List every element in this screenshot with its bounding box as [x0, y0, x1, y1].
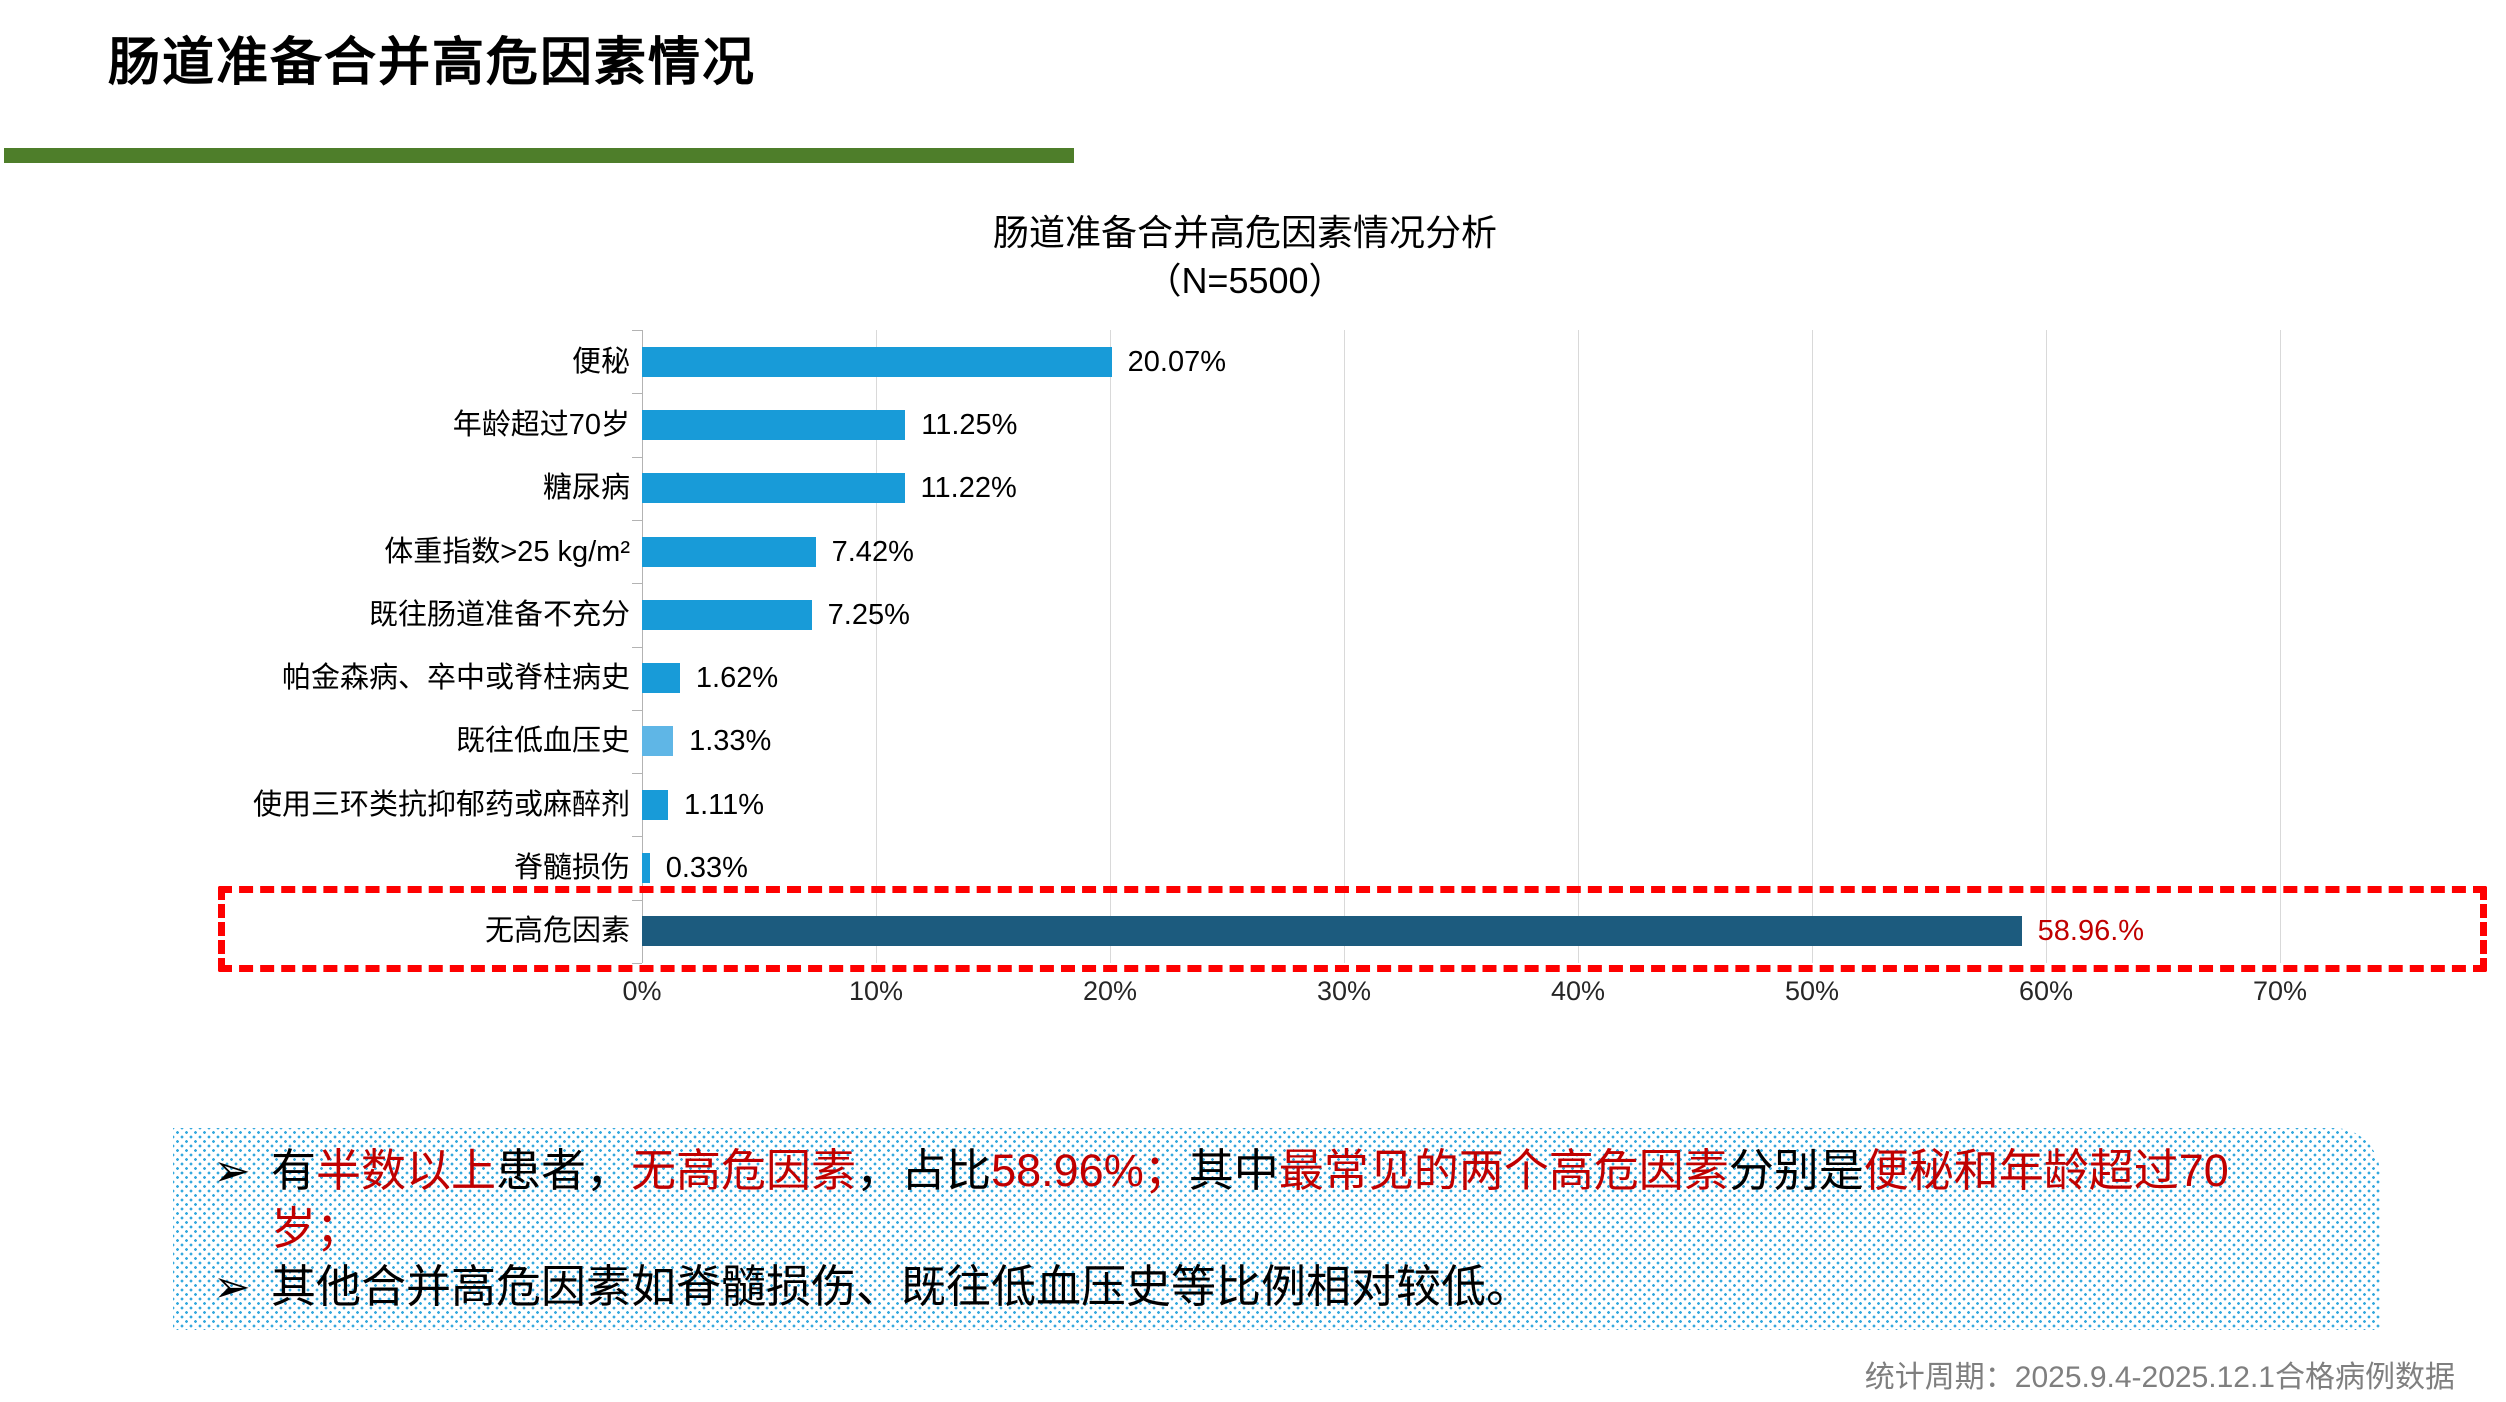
- chart-sample-size: （N=5500）: [1145, 260, 1345, 301]
- bullet-item: ➢ 其他合并高危因素如脊髓损伤、既往低血压史等比例相对较低。: [213, 1258, 2350, 1316]
- x-axis-label: 40%: [1550, 976, 1606, 1006]
- bullet-arrow-icon: ➢: [213, 1145, 251, 1196]
- category-label: 脊髓损伤: [513, 852, 630, 885]
- bullet-text-segment: ，占比: [856, 1145, 992, 1196]
- category-label: 年龄超过70岁: [452, 408, 630, 441]
- axis-tick-mark: [632, 709, 642, 711]
- category-label: 无高危因素: [484, 915, 630, 948]
- bullet-text-segment: 有: [271, 1145, 317, 1196]
- x-axis-label: 0%: [622, 976, 662, 1006]
- axis-tick-mark: [632, 646, 642, 648]
- bar: [642, 346, 1112, 377]
- gridline: [2280, 330, 2281, 963]
- x-axis-label: 70%: [2252, 976, 2308, 1006]
- axis-tick-mark: [632, 899, 642, 901]
- bullet-text-segment: 58.96%；: [991, 1145, 1189, 1196]
- bar: [642, 663, 680, 694]
- bar: [642, 599, 812, 630]
- axis-tick-mark: [632, 773, 642, 775]
- value-label: 11.25%: [921, 408, 1018, 441]
- bar: [642, 916, 2022, 947]
- category-label: 既往肠道准备不充分: [368, 598, 630, 631]
- bullet-text-segment: 患者，: [496, 1145, 632, 1196]
- title-underline-bar: [4, 148, 1074, 163]
- category-label: 糖尿病: [542, 472, 630, 505]
- value-label: 11.22%: [920, 472, 1017, 505]
- footer-note: 统计周期：2025.9.4-2025.12.1合格病例数据: [1864, 1361, 2455, 1394]
- value-label: 1.62%: [695, 662, 779, 695]
- category-label: 便秘: [571, 345, 630, 378]
- bullet-text-segment: 岁；: [271, 1203, 362, 1254]
- bar: [642, 409, 906, 440]
- highlight-dashed-box: [218, 886, 2487, 972]
- category-label: 使用三环类抗抑郁药或麻醉剂: [252, 788, 630, 821]
- category-label: 体重指数>25 kg/m²: [384, 535, 630, 568]
- bullet-arrow-icon: ➢: [213, 1261, 251, 1312]
- value-label: 7.42%: [831, 535, 914, 568]
- value-label: 20.07%: [1127, 345, 1226, 378]
- value-label: 1.33%: [689, 725, 772, 758]
- bullet-item: ➢ 有半数以上患者，无高危因素，占比58.96%；其中最常见的两个高危因素分别是便…: [213, 1142, 2350, 1258]
- category-label: 既往低血压史: [455, 725, 630, 758]
- chart-title: 肠道准备合并高危因素情况分析: [992, 212, 1497, 253]
- value-label: 58.96.%: [2037, 915, 2145, 948]
- gridline: [1344, 330, 1345, 963]
- value-label: 1.11%: [683, 788, 765, 821]
- x-axis-label: 50%: [1784, 976, 1840, 1006]
- bullet-text-segment: 其他合并高危因素如脊髓损伤、既往低血压史等比例相对较低。: [271, 1261, 1532, 1312]
- bar: [642, 789, 668, 820]
- axis-tick-mark: [632, 393, 642, 395]
- bar: [642, 473, 905, 504]
- x-axis-label: 30%: [1316, 976, 1372, 1006]
- bullet-text-segment: 无高危因素: [631, 1145, 857, 1196]
- category-label: 帕金森病、卒中或脊柱病史: [281, 662, 630, 695]
- value-label: 7.25%: [827, 598, 910, 631]
- value-axis-line: [642, 330, 643, 963]
- bullet-text-segment: 最常见的两个高危因素: [1278, 1145, 1729, 1196]
- bullet-text-segment: 便秘和年龄超过70: [1863, 1145, 2229, 1196]
- gridline: [1812, 330, 1813, 963]
- x-axis-label: 20%: [1082, 976, 1138, 1006]
- gridline: [876, 330, 877, 963]
- page-title: 肠道准备合并高危因素情况: [108, 34, 757, 92]
- bar: [642, 726, 674, 757]
- value-label: 0.33%: [665, 852, 748, 885]
- axis-tick-mark: [632, 456, 642, 458]
- gridline: [1110, 330, 1111, 963]
- x-axis-label: 10%: [848, 976, 904, 1006]
- bullet-text-segment: 半数以上: [316, 1145, 497, 1196]
- callout-box: ➢ 有半数以上患者，无高危因素，占比58.96%；其中最常见的两个高危因素分别是便…: [173, 1128, 2380, 1330]
- bar: [642, 536, 816, 567]
- axis-tick-mark: [632, 330, 642, 331]
- axis-tick-mark: [632, 583, 642, 585]
- axis-tick-mark: [632, 519, 642, 521]
- bar: [642, 853, 650, 884]
- gridline: [2046, 330, 2047, 963]
- gridline: [1578, 330, 1579, 963]
- axis-tick-mark: [632, 836, 642, 838]
- bullet-text-segment: 其中: [1188, 1145, 1279, 1196]
- bullet-text-segment: 分别是: [1728, 1145, 1864, 1196]
- axis-tick-mark: [632, 963, 642, 964]
- x-axis-label: 60%: [2018, 976, 2074, 1006]
